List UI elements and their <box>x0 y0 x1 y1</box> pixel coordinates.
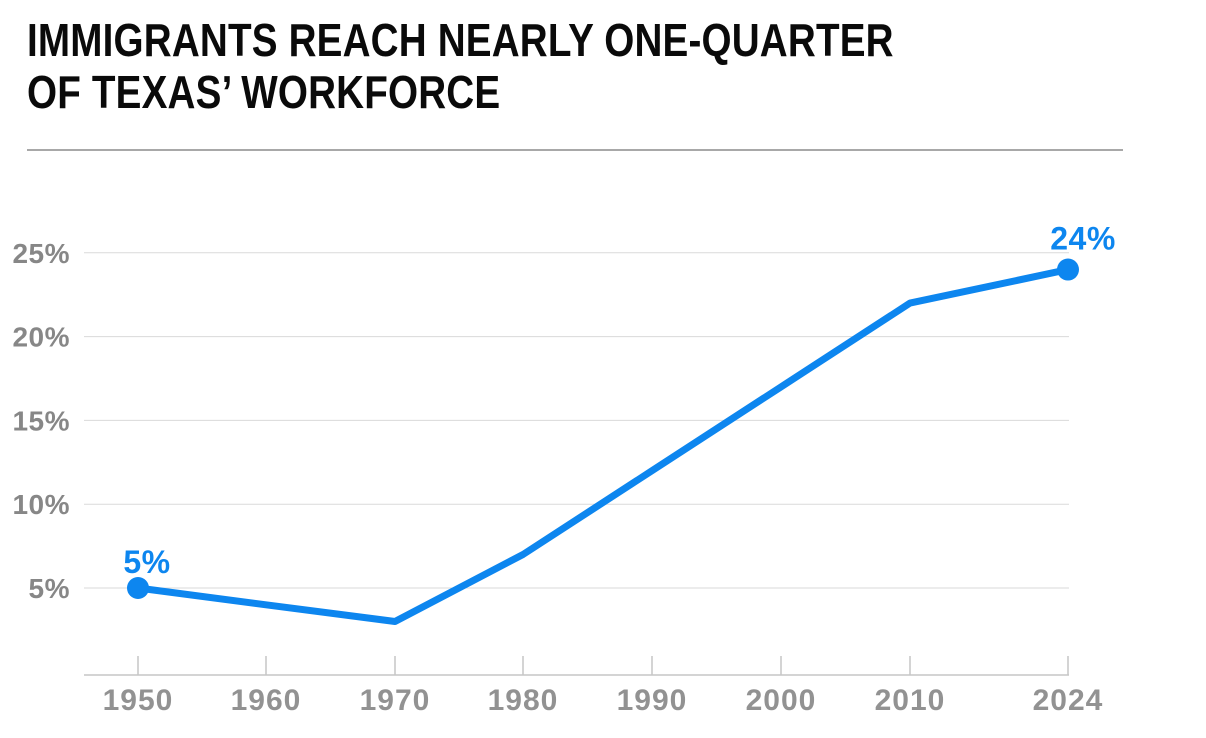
title-divider <box>27 149 1123 151</box>
y-axis-label-25%: 25% <box>12 238 70 269</box>
x-axis-label-1960: 1960 <box>231 684 302 717</box>
data-point-dot-1950 <box>127 577 149 599</box>
y-axis-label-5%: 5% <box>29 573 70 604</box>
x-axis-label-2010: 2010 <box>875 684 946 717</box>
x-axis-label-1950: 1950 <box>103 684 174 717</box>
x-axis-label-1970: 1970 <box>360 684 431 717</box>
y-axis-label-20%: 20% <box>12 322 70 353</box>
data-point-label-2024: 24% <box>1050 221 1116 257</box>
data-point-label-1950: 5% <box>123 544 170 580</box>
x-axis-label-2024: 2024 <box>1033 684 1104 717</box>
x-axis-label-2000: 2000 <box>746 684 817 717</box>
y-axis-label-10%: 10% <box>12 489 70 520</box>
x-axis-label-1990: 1990 <box>617 684 688 717</box>
y-axis-label-15%: 15% <box>12 405 70 436</box>
x-axis-label-1980: 1980 <box>488 684 559 717</box>
data-point-dot-2024 <box>1057 258 1079 281</box>
chart-title: IMMIGRANTS REACH NEARLY ONE-QUARTER OF T… <box>27 14 894 118</box>
chart-title-line2: OF TEXAS’ WORKFORCE <box>27 66 501 118</box>
series-line <box>134 266 1072 625</box>
chart-title-line1: IMMIGRANTS REACH NEARLY ONE-QUARTER <box>27 14 894 66</box>
